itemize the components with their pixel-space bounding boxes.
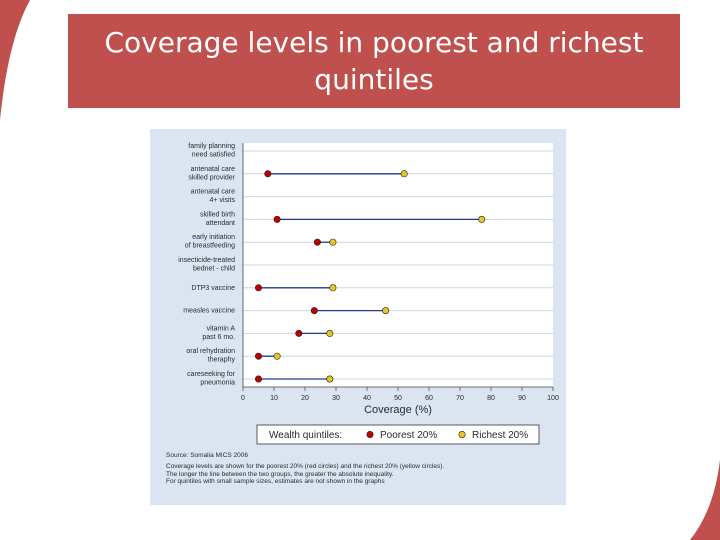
source-note: Source: Somalia MICS 2006 (166, 452, 249, 459)
poorest-marker (313, 238, 321, 246)
legend-title: Wealth quintiles: (269, 430, 342, 441)
x-tick-label: 40 (363, 395, 371, 402)
corner-decoration-top-left (0, 0, 30, 120)
richest-marker (326, 375, 334, 383)
x-tick-label: 80 (487, 395, 495, 402)
row-label: of breastfeeding (185, 243, 235, 250)
chart-footnotes: Source: Somalia MICS 2006 Coverage level… (166, 452, 558, 486)
footnote-line: The longer the line between the two grou… (166, 470, 394, 478)
x-tick-label: 70 (456, 395, 464, 402)
row-label: DTP3 vaccine (191, 285, 235, 292)
row-label: bednet - child (193, 266, 235, 273)
chart-panel: family planning need satisfied antenatal c… (150, 129, 566, 505)
x-tick-label: 20 (301, 395, 309, 402)
row-label: oral rehydration (186, 348, 235, 355)
legend-poorest-label: Poorest 20% (380, 430, 437, 441)
richest-marker (329, 238, 337, 246)
x-tick-label: 90 (518, 395, 526, 402)
row-label: pneumonia (200, 380, 235, 387)
poorest-marker (295, 329, 303, 337)
poorest-marker (310, 307, 318, 315)
row-label: attendant (206, 220, 235, 227)
legend-richest-label: Richest 20% (472, 430, 528, 441)
footnote-line: For quintiles with small sample sizes, e… (166, 478, 385, 486)
row-label: need satisfied (192, 152, 235, 159)
row-label: antenatal care (191, 189, 235, 196)
slide-title: Coverage levels in poorest and richest q… (104, 26, 644, 96)
row-label: vitamin A (207, 325, 236, 332)
poorest-marker (264, 170, 272, 178)
poorest-marker (255, 375, 263, 383)
poorest-marker (273, 215, 281, 223)
footnote-line: Coverage levels are shown for the poores… (166, 463, 445, 471)
row-label: antenatal care (191, 166, 235, 173)
corner-decoration-bottom-right (690, 460, 720, 540)
legend-box (256, 424, 540, 445)
row-label: family planning (188, 143, 235, 150)
dot-range-chart: family planning need satisfied antenatal c… (178, 143, 559, 445)
poorest-marker (255, 284, 263, 292)
x-tick-label: 100 (547, 395, 559, 402)
title-banner: Coverage levels in poorest and richest q… (68, 14, 680, 108)
row-label: measles vaccine (183, 308, 235, 315)
richest-marker (400, 170, 408, 178)
richest-marker (273, 352, 281, 360)
row-label: insecticide-treated (178, 257, 235, 264)
row-label: skilled birth (200, 211, 235, 218)
row-label: theraphy (208, 357, 236, 364)
x-tick-label: 60 (425, 395, 433, 402)
legend-poorest-marker (366, 430, 374, 438)
richest-marker (329, 284, 337, 292)
row-label: 4+ visits (210, 197, 236, 204)
poorest-marker (255, 352, 263, 360)
row-label: skilled provider (188, 174, 235, 181)
x-axis-title: Coverage (%) (364, 404, 432, 416)
richest-marker (478, 215, 486, 223)
x-tick-label: 30 (332, 395, 340, 402)
legend-richest-marker (458, 430, 466, 438)
richest-marker (382, 307, 390, 315)
x-tick-label: 10 (270, 395, 278, 402)
row-label: early initiation (192, 234, 235, 241)
row-label: past 6 mo. (202, 334, 235, 341)
x-tick-label: 50 (394, 395, 402, 402)
row-label: careseeking for (187, 371, 236, 378)
x-tick-label: 0 (241, 395, 245, 402)
richest-marker (326, 329, 334, 337)
